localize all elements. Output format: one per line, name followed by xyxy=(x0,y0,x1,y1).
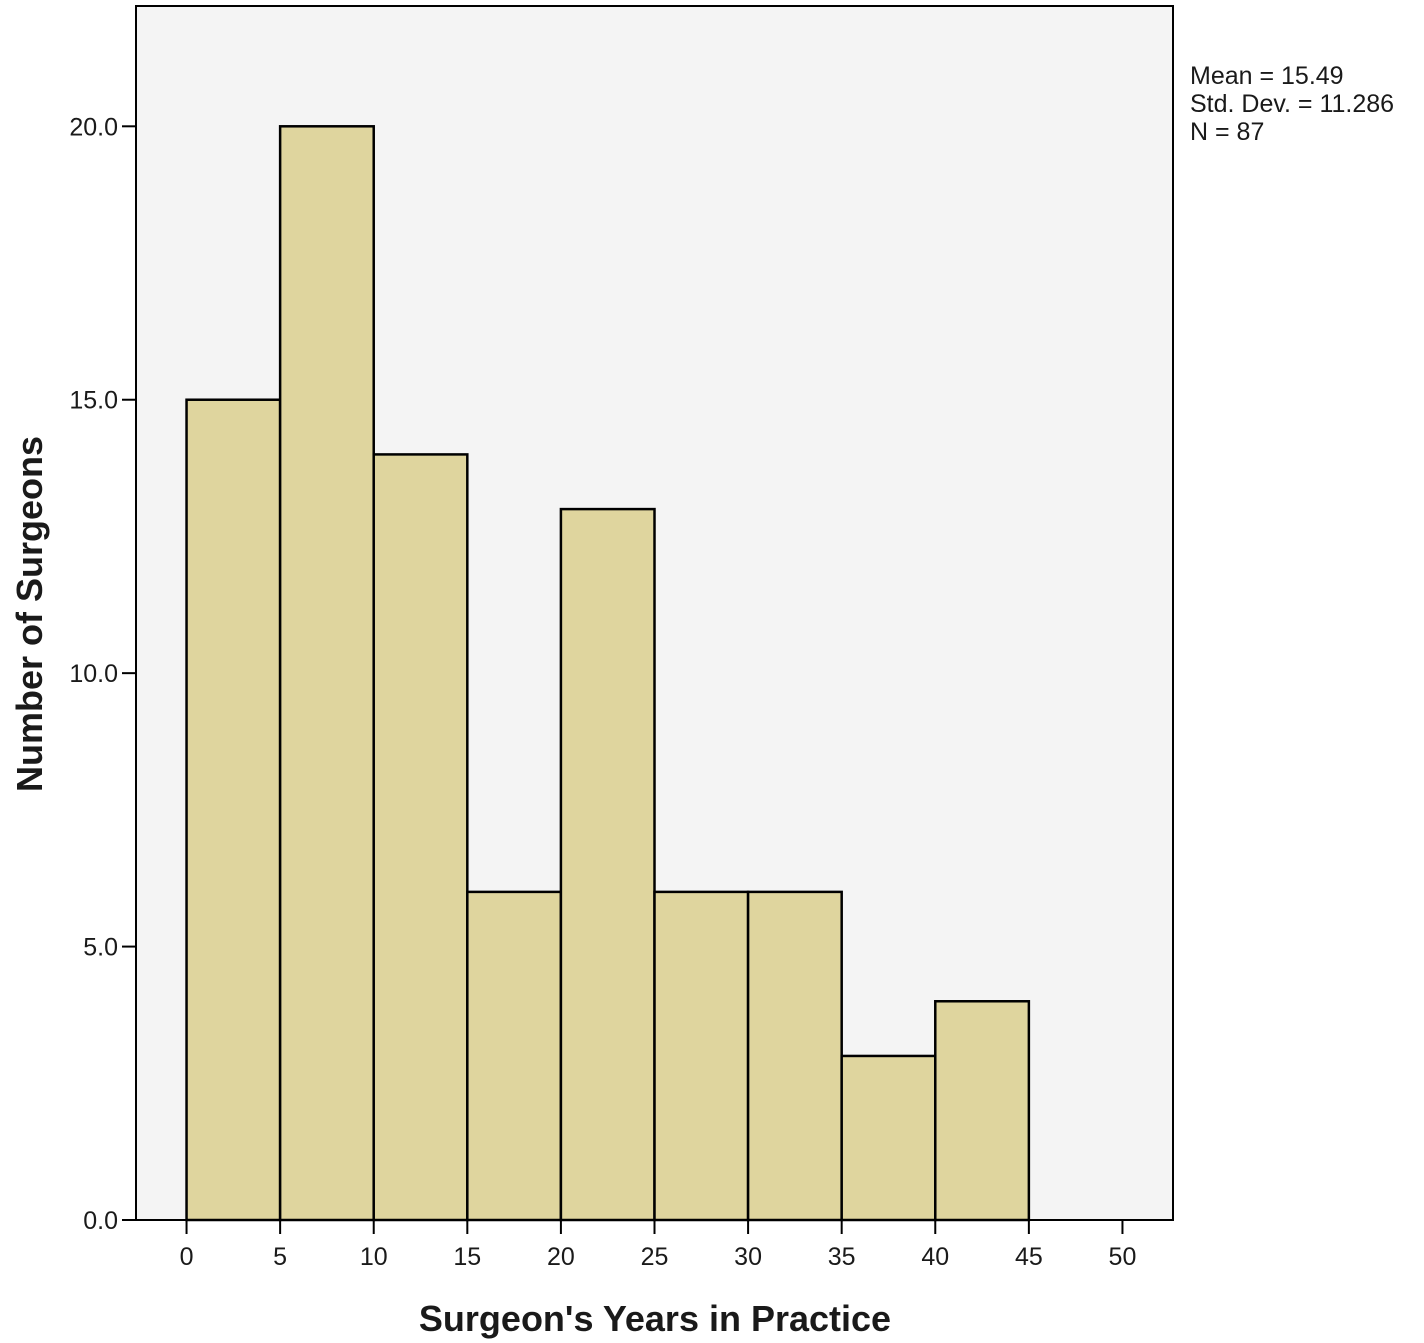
stats-box: Mean = 15.49 Std. Dev. = 11.286 N = 87 xyxy=(1190,62,1394,146)
histogram-bar-8 xyxy=(840,1054,937,1222)
stat-std-dev: Std. Dev. = 11.286 xyxy=(1190,90,1394,118)
x-tick-label: 45 xyxy=(1015,1243,1043,1271)
histogram-bar-6 xyxy=(653,890,750,1222)
stat-mean: Mean = 15.49 xyxy=(1190,62,1344,90)
x-tick-label: 5 xyxy=(273,1243,287,1271)
histogram-bar-2 xyxy=(278,125,375,1222)
x-tick-label: 40 xyxy=(921,1243,949,1271)
x-tick-label: 30 xyxy=(734,1243,762,1271)
y-tick-label: 15.0 xyxy=(69,387,118,415)
x-axis-title: Surgeon's Years in Practice xyxy=(419,1298,891,1339)
plot-border xyxy=(135,5,1174,1221)
x-tick-label: 15 xyxy=(453,1243,481,1271)
histogram-bar-4 xyxy=(466,890,563,1222)
bars-group xyxy=(185,125,1031,1222)
y-tick-label: 0.0 xyxy=(83,1207,118,1235)
histogram-bar-1 xyxy=(185,398,282,1222)
histogram-bar-5 xyxy=(559,507,656,1222)
histogram-bar-3 xyxy=(372,453,469,1222)
histogram-bar-9 xyxy=(934,1000,1031,1222)
x-tick-label: 10 xyxy=(360,1243,388,1271)
x-axis: 0 5 10 15 20 25 30 35 40 45 50 xyxy=(180,1220,1137,1271)
y-tick-label: 20.0 xyxy=(69,113,118,141)
stat-n: N = 87 xyxy=(1190,118,1264,146)
y-tick-label: 10.0 xyxy=(69,660,118,688)
x-tick-label: 0 xyxy=(180,1243,194,1271)
x-tick-label: 35 xyxy=(828,1243,856,1271)
histogram-bar-7 xyxy=(746,890,843,1222)
y-axis: 0.0 5.0 10.0 15.0 20.0 xyxy=(69,113,136,1235)
x-tick-label: 20 xyxy=(547,1243,575,1271)
y-tick-label: 5.0 xyxy=(83,934,118,962)
x-tick-label: 25 xyxy=(641,1243,669,1271)
x-tick-label: 50 xyxy=(1109,1243,1137,1271)
y-axis-title: Number of Surgeons xyxy=(9,436,50,792)
